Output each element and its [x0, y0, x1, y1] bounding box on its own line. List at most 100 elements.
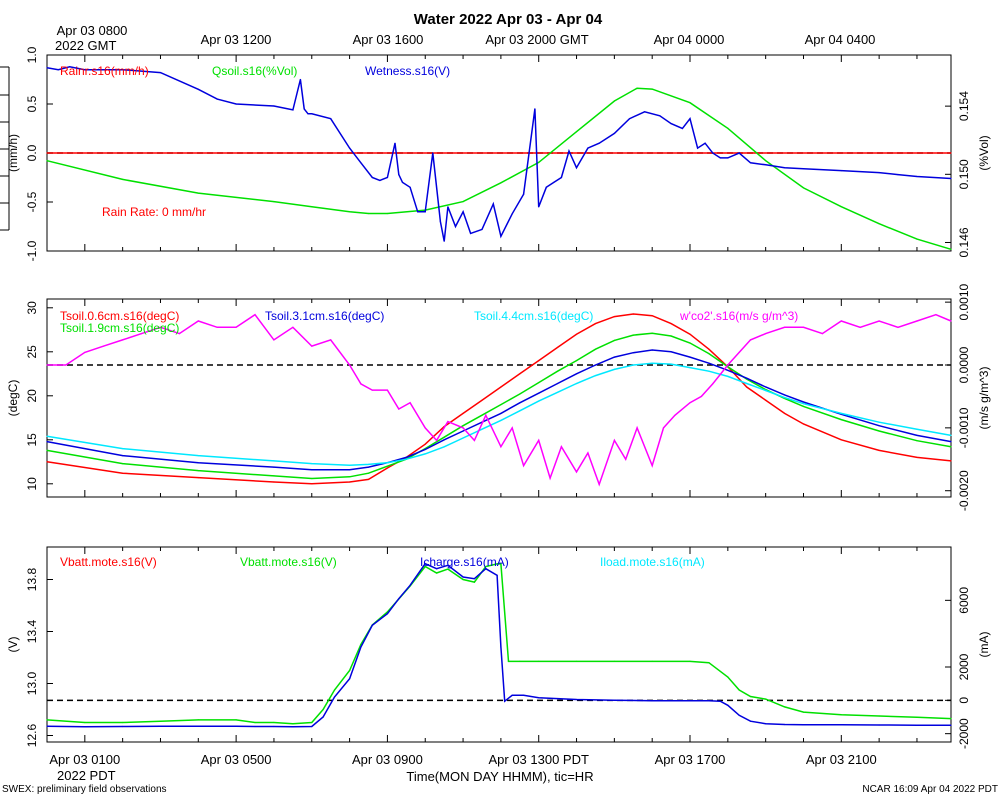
data-point — [534, 108, 536, 110]
data-point — [538, 360, 540, 362]
data-point — [462, 430, 464, 432]
legend-label: Wetness.s16(V) — [365, 64, 450, 78]
left-tick-label: 12.6 — [25, 723, 39, 747]
data-point — [738, 689, 740, 691]
data-point — [197, 719, 199, 721]
data-point — [719, 157, 721, 159]
data-point — [765, 399, 767, 401]
bottom-axis-label: Apr 03 0500 — [201, 752, 272, 767]
top-axis-label: Apr 03 1200 — [201, 32, 272, 47]
data-point — [916, 716, 918, 718]
data-point — [628, 118, 631, 120]
data-point — [436, 572, 438, 574]
data-point — [519, 373, 521, 375]
bottom-axis-label: Apr 03 1300 PDT — [488, 752, 589, 767]
data-point — [878, 449, 880, 451]
data-point — [311, 463, 313, 465]
data-point — [651, 700, 653, 702]
data-point — [69, 66, 71, 68]
data-point — [46, 449, 48, 451]
data-point — [950, 724, 952, 726]
data-point — [462, 211, 464, 213]
data-point — [802, 326, 805, 328]
data-point — [462, 425, 464, 427]
data-point — [765, 160, 767, 162]
data-point — [700, 395, 703, 397]
data-point — [878, 430, 880, 432]
data-point — [697, 147, 699, 149]
data-point — [349, 147, 351, 149]
data-point — [651, 332, 653, 334]
data-point — [159, 725, 162, 727]
left-tick-label: 0.5 — [25, 95, 39, 112]
legend-label: Tsoil.4.4cm.s16(degC) — [474, 309, 593, 323]
data-point — [878, 425, 880, 427]
data-point — [950, 152, 952, 154]
data-point — [708, 353, 710, 355]
data-point — [557, 346, 559, 348]
data-point — [689, 118, 691, 120]
data-point — [481, 228, 483, 230]
data-point — [704, 142, 706, 144]
data-point — [784, 326, 786, 328]
data-point — [349, 364, 351, 366]
data-point — [386, 465, 388, 467]
data-point — [443, 446, 445, 448]
data-point — [424, 448, 426, 451]
data-point — [568, 150, 570, 152]
data-point — [916, 440, 918, 442]
data-point — [950, 718, 952, 720]
data-point — [447, 421, 449, 423]
data-point — [292, 326, 294, 328]
panel-1: 1.0 0.5 0.0 -0.5 -1.0 0.154 0.150 0.146 (mm/h) (%… — [6, 46, 991, 261]
top-axis-label: Apr 04 0400 — [805, 32, 876, 47]
panel-3: 13.8 13.4 13.0 12.6 6000 2000 0 -2000 (V) (mA) Vba… — [6, 546, 991, 749]
data-point — [386, 462, 388, 464]
data-point — [727, 157, 729, 159]
legend-label: Qsoil.s16(%Vol) — [212, 64, 297, 78]
data-point — [538, 400, 540, 402]
data-point — [511, 694, 513, 696]
data-point — [575, 373, 578, 375]
data-point — [443, 439, 445, 441]
left-tick-label: 10 — [25, 477, 39, 491]
data-point — [349, 464, 351, 466]
data-point — [235, 103, 237, 105]
data-point — [84, 726, 86, 728]
data-point — [765, 698, 767, 700]
series-line-2 — [46, 563, 952, 725]
data-point — [447, 568, 449, 570]
data-point — [802, 423, 805, 425]
data-point — [197, 192, 199, 194]
data-point — [878, 421, 880, 423]
data-point — [802, 724, 805, 726]
data-point — [538, 161, 540, 163]
data-point — [575, 131, 578, 133]
data-point — [746, 382, 748, 385]
data-point — [481, 414, 483, 416]
data-point — [254, 721, 256, 724]
data-point — [765, 164, 767, 166]
data-point — [197, 455, 199, 457]
data-point — [424, 427, 426, 429]
data-point — [519, 410, 521, 412]
data-point — [481, 428, 483, 430]
data-point — [254, 725, 256, 728]
data-point — [950, 248, 952, 250]
left-edge-bracket — [0, 66, 10, 231]
bottom-axis-label: Apr 03 1700 — [655, 752, 726, 767]
data-point — [46, 160, 48, 162]
data-point — [46, 67, 48, 69]
data-point — [311, 113, 313, 115]
data-point — [500, 646, 502, 648]
data-point — [727, 704, 729, 706]
data-point — [299, 78, 301, 81]
data-point — [594, 348, 597, 350]
data-point — [549, 477, 551, 479]
annotation-label: Rain Rate: 0 mm/hr — [102, 205, 206, 219]
y-axis-title-left: (mm/h) — [6, 134, 20, 172]
legend-label: Vbatt.mote.s16(V) — [60, 555, 157, 569]
data-point — [500, 404, 502, 406]
data-point — [727, 375, 729, 377]
data-point — [670, 363, 672, 365]
